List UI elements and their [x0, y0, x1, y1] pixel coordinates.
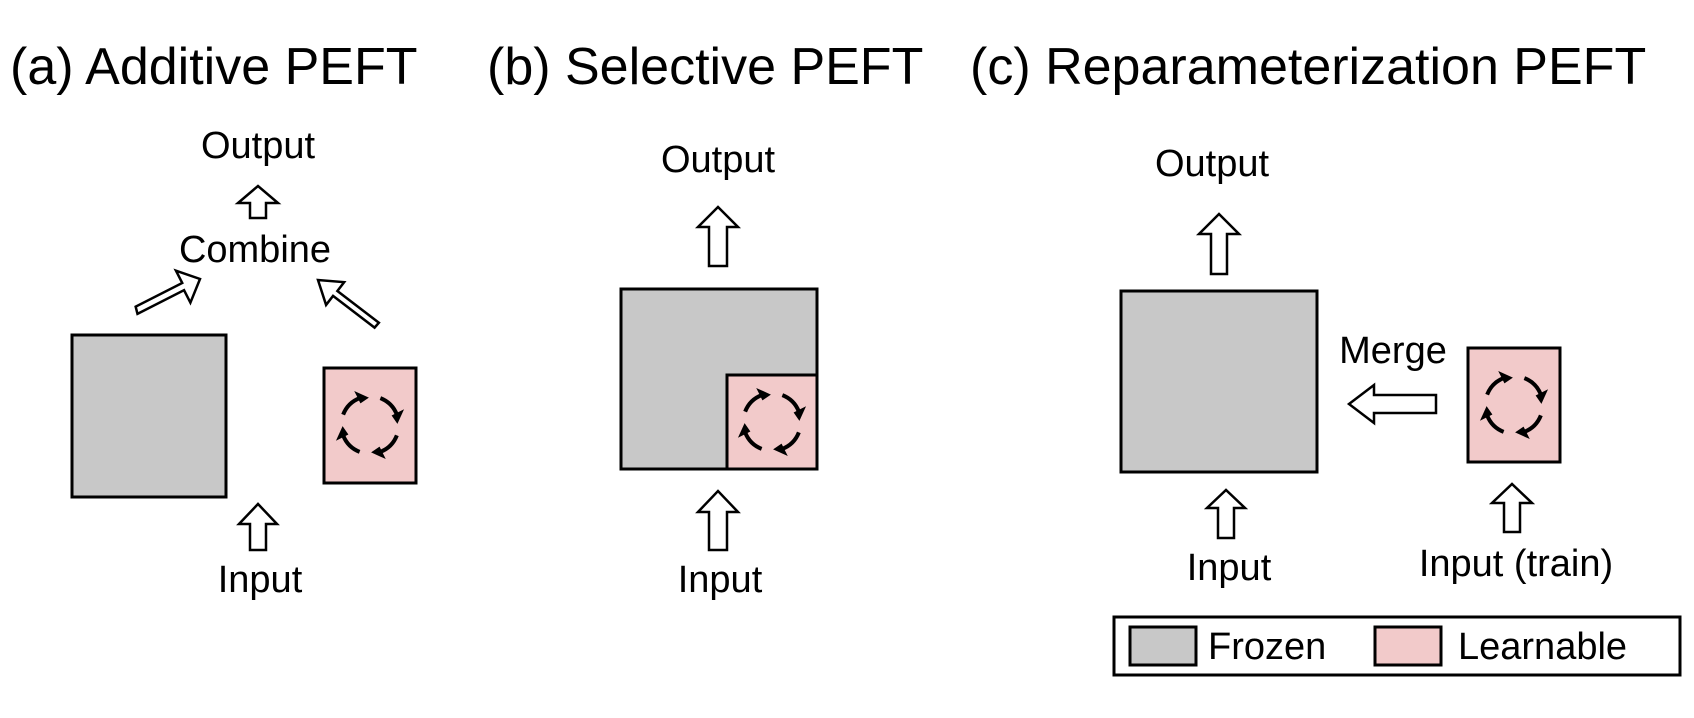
panel-additive: (a) Additive PEFT Output Combine Input [10, 38, 418, 601]
panel-a-learnable-block [322, 366, 418, 485]
panel-c-frozen-block [1119, 289, 1319, 474]
panel-reparameterization: (c) Reparameterization PEFT Output Merge… [970, 38, 1646, 589]
legend-learnable-swatch [1373, 625, 1443, 667]
panel-c-learnable-block [1466, 346, 1562, 464]
panel-a-combine-to-output-arrow [234, 184, 282, 220]
panel-c-merge-arrow [1346, 382, 1438, 426]
panel-a-learnable-to-combine-arrow [316, 278, 381, 330]
legend-frozen-swatch [1128, 625, 1198, 667]
panel-c-input-arrow [1203, 488, 1249, 540]
panel-b-input-arrow [695, 489, 741, 552]
panel-b-learnable-subblock [725, 373, 819, 471]
panel-a-frozen-block [70, 333, 228, 499]
panel-a-output-label: Output [201, 125, 316, 167]
panel-c-output-label: Output [1155, 143, 1270, 185]
panel-c-title: (c) Reparameterization PEFT [970, 38, 1646, 96]
panel-a-input-label: Input [218, 559, 303, 601]
panel-c-output-arrow [1195, 212, 1243, 276]
legend-frozen-label: Frozen [1208, 626, 1326, 668]
panel-a-input-arrow [236, 502, 280, 552]
panel-c-input-label: Input [1187, 547, 1272, 589]
panel-selective: (b) Selective PEFT Output Input [487, 38, 923, 601]
panel-c-input-train-label: Input (train) [1419, 543, 1613, 585]
panel-b-title: (b) Selective PEFT [487, 38, 923, 96]
panel-a-combine-label: Combine [179, 229, 331, 271]
legend: Frozen Learnable [1112, 615, 1682, 677]
panel-a-frozen-to-combine-arrow [134, 268, 202, 316]
panel-c-merge-label: Merge [1339, 330, 1447, 372]
panel-b-output-label: Output [661, 139, 776, 181]
legend-learnable-label: Learnable [1458, 626, 1627, 668]
panel-a-title: (a) Additive PEFT [10, 38, 417, 96]
panel-c-train-input-arrow [1488, 482, 1536, 534]
panel-b-input-label: Input [678, 559, 763, 601]
panel-b-output-arrow [694, 205, 742, 268]
